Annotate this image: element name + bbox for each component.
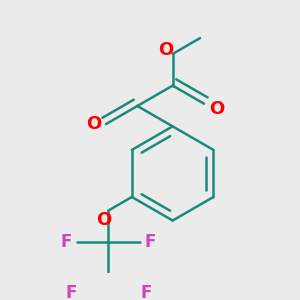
Text: F: F [65,284,76,300]
Text: F: F [144,233,156,251]
Text: O: O [96,211,111,229]
Text: F: F [140,284,152,300]
Text: O: O [209,100,224,118]
Text: O: O [158,41,173,59]
Text: F: F [61,233,72,251]
Text: O: O [86,115,101,133]
